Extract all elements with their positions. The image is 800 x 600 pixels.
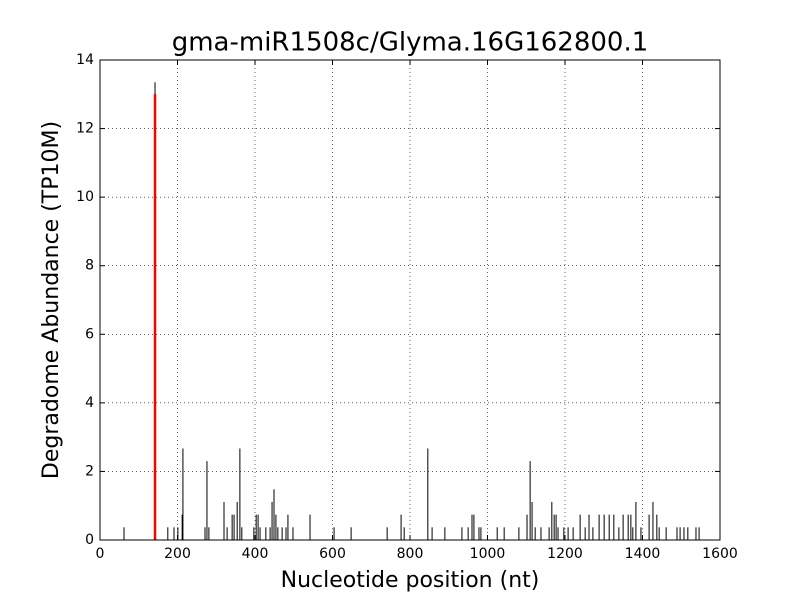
x-tick-label: 0 (96, 546, 105, 562)
y-tick-label: 0 (85, 532, 94, 548)
y-tick-label: 14 (76, 52, 94, 68)
x-tick-label: 1200 (547, 546, 583, 562)
x-axis-label: Nucleotide position (nt) (281, 568, 540, 593)
y-axis-label: Degradome Abundance (TP10M) (39, 121, 64, 479)
y-tick-label: 4 (85, 395, 94, 411)
y-tick-label: 2 (85, 463, 94, 479)
x-tick-label: 1400 (625, 546, 661, 562)
y-tick-label: 6 (85, 326, 94, 342)
x-tick-label: 200 (164, 546, 191, 562)
x-tick-label: 800 (397, 546, 424, 562)
x-tick-label: 1000 (470, 546, 506, 562)
y-tick-label: 12 (76, 121, 94, 137)
x-tick-label: 400 (242, 546, 269, 562)
y-tick-label: 10 (76, 189, 94, 205)
y-tick-label: 8 (85, 258, 94, 274)
chart-title: gma-miR1508c/Glyma.16G162800.1 (172, 28, 649, 58)
plot-frame (99, 59, 721, 541)
x-tick-label: 1600 (702, 546, 738, 562)
x-tick-label: 600 (319, 546, 346, 562)
